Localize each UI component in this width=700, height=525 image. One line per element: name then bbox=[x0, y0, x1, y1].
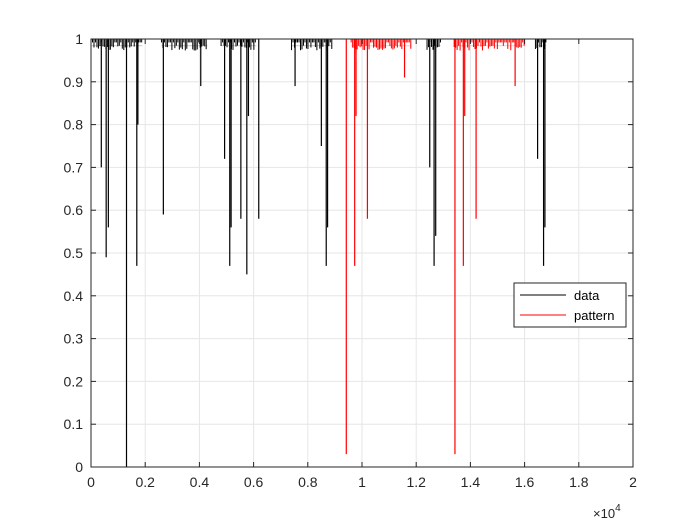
axis-ticks bbox=[90, 38, 634, 468]
x-tick-label: 1.8 bbox=[569, 474, 589, 490]
legend[interactable]: data pattern bbox=[513, 282, 627, 328]
y-tick-label: 0.2 bbox=[64, 373, 84, 389]
y-tick-label: 0.1 bbox=[64, 416, 84, 432]
y-tick-label: 1 bbox=[75, 31, 83, 47]
y-tick-label: 0 bbox=[75, 459, 83, 475]
y-tick-label: 0.5 bbox=[64, 245, 84, 261]
x-tick-label: 1.2 bbox=[406, 474, 426, 490]
x-tick-label: 0.8 bbox=[298, 474, 318, 490]
x-tick-label: 0.4 bbox=[190, 474, 210, 490]
legend-label-data: data bbox=[574, 288, 600, 303]
y-tick-label: 0.7 bbox=[64, 159, 84, 175]
x-tick-label: 0.2 bbox=[135, 474, 155, 490]
legend-box bbox=[513, 282, 627, 328]
y-tick-label: 0.9 bbox=[64, 74, 84, 90]
y-tick-label: 0.3 bbox=[64, 331, 84, 347]
y-tick-label: 0.8 bbox=[64, 117, 84, 133]
x-tick-label: 0 bbox=[87, 474, 95, 490]
legend-label-pattern: pattern bbox=[574, 308, 614, 323]
x-axis-tick-labels: 0 0.2 0.4 0.6 0.8 1 1.2 1.4 1.6 1.8 2 bbox=[87, 474, 637, 490]
x-axis-exponent: ×104 bbox=[593, 503, 621, 521]
x-tick-label: 2 bbox=[629, 474, 637, 490]
x-exponent-power: 4 bbox=[615, 503, 621, 514]
x-tick-label: 1.6 bbox=[515, 474, 535, 490]
x-tick-label: 1 bbox=[358, 474, 366, 490]
x-tick-label: 0.6 bbox=[244, 474, 264, 490]
y-tick-label: 0.4 bbox=[64, 288, 84, 304]
series-pattern bbox=[332, 38, 536, 455]
y-axis-tick-labels: 0 0.1 0.2 0.3 0.4 0.5 0.6 0.7 0.8 0.9 1 bbox=[64, 31, 84, 475]
y-tick-label: 0.6 bbox=[64, 202, 84, 218]
x-exponent-base: ×10 bbox=[593, 506, 615, 521]
x-tick-label: 1.4 bbox=[461, 474, 481, 490]
